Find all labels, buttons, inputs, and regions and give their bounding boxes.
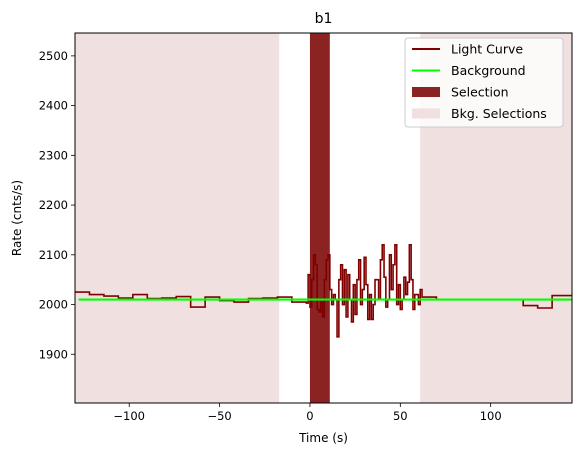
- legend-swatch-patch: [412, 87, 440, 97]
- y-axis: 1900 2000 2100 2200 2300 2400 2500: [39, 49, 75, 361]
- legend-label: Light Curve: [451, 42, 523, 57]
- bkg-selection-region-0: [75, 33, 280, 403]
- x-tick-label: 100: [480, 409, 502, 423]
- legend: Light Curve Background Selection Bkg. Selec…: [404, 37, 564, 128]
- legend-swatch-patch: [412, 108, 440, 119]
- selection-region: [309, 33, 330, 403]
- y-tick-label: 2200: [39, 198, 68, 212]
- x-axis-label: Time (s): [298, 431, 348, 445]
- plot-frame: [74, 32, 573, 404]
- legend-frame: [404, 37, 564, 128]
- selection-layer: [309, 33, 330, 403]
- y-tick-label: 2000: [39, 298, 68, 312]
- x-axis: −100 −50 0 50 100: [113, 403, 502, 423]
- light-curve-line: [75, 244, 572, 338]
- y-tick-label: 2300: [39, 148, 68, 162]
- x-tick-label: 0: [306, 409, 313, 423]
- light-curve-layer: [75, 244, 572, 338]
- x-tick-label: −100: [113, 409, 145, 423]
- y-tick-label: 2100: [39, 248, 68, 262]
- legend-label: Background: [451, 63, 526, 78]
- x-tick-label: 50: [393, 409, 408, 423]
- y-axis-label: Rate (cnts/s): [10, 180, 24, 256]
- y-tick-label: 2400: [39, 99, 68, 113]
- chart-title: b1: [315, 11, 333, 27]
- legend-label: Bkg. Selections: [451, 106, 547, 121]
- y-tick-label: 2500: [39, 49, 68, 63]
- y-tick-label: 1900: [39, 347, 68, 361]
- x-tick-label: −50: [207, 409, 231, 423]
- legend-label: Selection: [451, 85, 509, 100]
